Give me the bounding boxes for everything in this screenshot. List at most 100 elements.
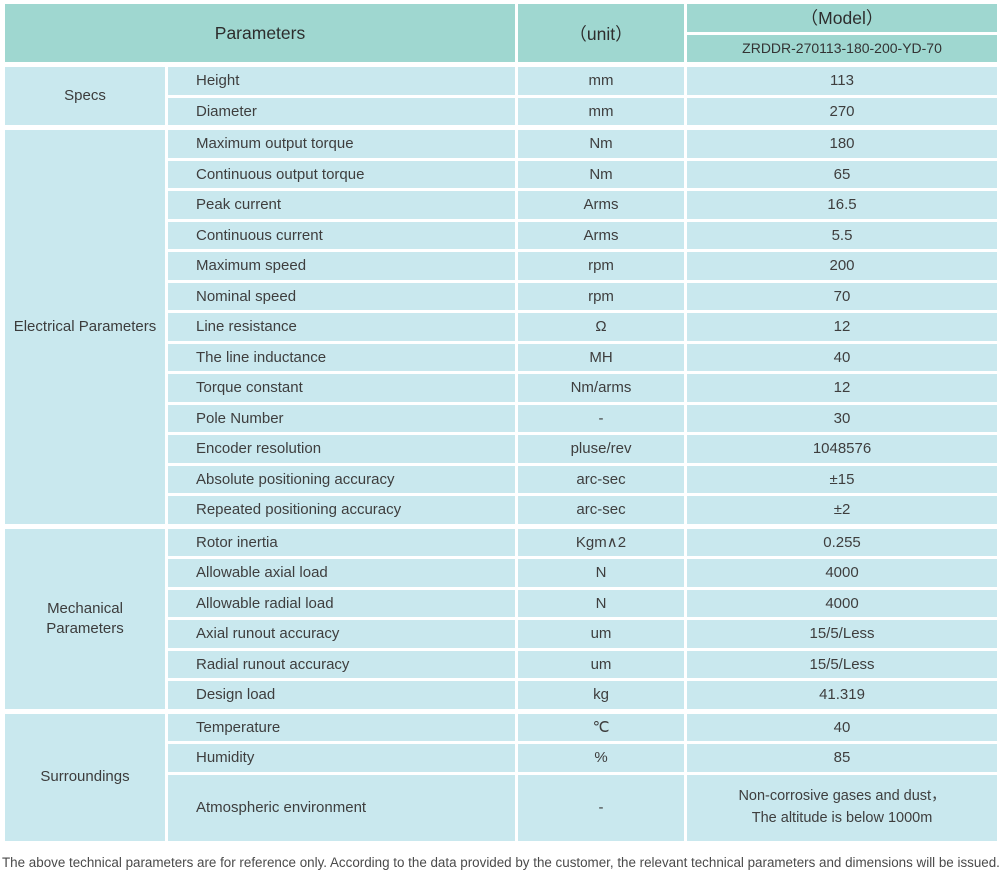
- param-unit: %: [515, 741, 688, 775]
- category-electrical-parameters: Electrical Parameters: [2, 125, 168, 528]
- table-row: Pole Number - 30: [4, 401, 999, 435]
- header-model-number: ZRDDR-270113-180-200-YD-70: [684, 31, 999, 66]
- param-unit: Ω: [515, 310, 688, 344]
- param-value: 5.5: [684, 218, 999, 252]
- param-unit: -: [515, 771, 688, 844]
- param-value: 16.5: [684, 188, 999, 222]
- param-unit: mm: [515, 94, 688, 129]
- param-value: 15/5/Less: [684, 647, 999, 681]
- table-row: Surroundings Temperature ℃ 40: [2, 708, 999, 844]
- param-unit: Nm/arms: [515, 371, 688, 405]
- table-row: Encoder resolution pluse/rev 1048576: [4, 432, 999, 466]
- header-model: （Model）: [684, 1, 999, 35]
- param-value: 41.319: [684, 678, 999, 713]
- param-name: Allowable axial load: [164, 556, 519, 590]
- param-unit: Arms: [515, 188, 688, 222]
- param-value: 70: [684, 279, 999, 313]
- param-unit: mm: [515, 62, 688, 98]
- param-value: 180: [684, 125, 999, 161]
- param-name: Height: [164, 62, 519, 98]
- param-unit: -: [515, 401, 688, 435]
- header-parameters: Parameters: [1, 1, 519, 66]
- param-unit: arc-sec: [515, 493, 688, 528]
- table-row: Nominal speed rpm 70: [4, 279, 999, 313]
- param-value: 270: [684, 94, 999, 129]
- table-row: Humidity % 85: [4, 741, 999, 775]
- table-row: The line inductance MH 40: [4, 340, 999, 374]
- param-unit: MH: [515, 340, 688, 374]
- param-name: Allowable radial load: [164, 586, 519, 620]
- param-unit: arc-sec: [515, 462, 688, 496]
- param-name: Continuous current: [164, 218, 519, 252]
- param-value: 12: [684, 371, 999, 405]
- table-row: Mechanical Parameters Rotor inertia Kgm∧…: [2, 523, 999, 713]
- param-value: Non-corrosive gases and dust， The altitu…: [684, 771, 999, 844]
- category-surroundings: Surroundings: [2, 708, 168, 844]
- param-unit: Arms: [515, 218, 688, 252]
- param-name: Design load: [164, 678, 519, 713]
- param-value: 1048576: [684, 432, 999, 466]
- param-value: 30: [684, 401, 999, 435]
- param-name: Humidity: [164, 741, 519, 775]
- param-value: 200: [684, 249, 999, 283]
- table-row: Torque constant Nm/arms 12: [4, 371, 999, 405]
- table-row: Design load kg 41.319: [4, 678, 999, 713]
- param-unit: ℃: [515, 708, 688, 744]
- table-row: Continuous current Arms 5.5: [4, 218, 999, 252]
- param-name: Nominal speed: [164, 279, 519, 313]
- table-row: Allowable radial load N 4000: [4, 586, 999, 620]
- category-mechanical-parameters: Mechanical Parameters: [2, 523, 168, 713]
- param-name: Continuous output torque: [164, 157, 519, 191]
- param-name: Rotor inertia: [164, 523, 519, 559]
- param-unit: rpm: [515, 249, 688, 283]
- param-unit: rpm: [515, 279, 688, 313]
- param-name: Pole Number: [164, 401, 519, 435]
- param-name: Line resistance: [164, 310, 519, 344]
- param-name: Torque constant: [164, 371, 519, 405]
- table-row: Axial runout accuracy um 15/5/Less: [4, 617, 999, 651]
- param-name: Axial runout accuracy: [164, 617, 519, 651]
- param-unit: um: [515, 617, 688, 651]
- table-row: Specs Height mm 113: [2, 62, 999, 129]
- header-unit: （unit）: [515, 1, 688, 66]
- param-value: 4000: [684, 556, 999, 590]
- param-unit: Nm: [515, 125, 688, 161]
- param-unit: pluse/rev: [515, 432, 688, 466]
- table-row: Electrical Parameters Maximum output tor…: [2, 125, 999, 528]
- footnote: The above technical parameters are for r…: [2, 854, 999, 870]
- param-name: Atmospheric environment: [164, 771, 519, 844]
- param-value: ±15: [684, 462, 999, 496]
- param-name: Repeated positioning accuracy: [164, 493, 519, 528]
- param-value: 12: [684, 310, 999, 344]
- param-name: The line inductance: [164, 340, 519, 374]
- param-name: Peak current: [164, 188, 519, 222]
- table-header: Parameters （unit） （Model） ZRDDR-270113-1…: [1, 1, 999, 66]
- param-unit: N: [515, 586, 688, 620]
- param-value: 85: [684, 741, 999, 775]
- param-value: 113: [684, 62, 999, 98]
- table-row: Radial runout accuracy um 15/5/Less: [4, 647, 999, 681]
- param-unit: N: [515, 556, 688, 590]
- param-value: 0.255: [684, 523, 999, 559]
- param-name: Absolute positioning accuracy: [164, 462, 519, 496]
- param-name: Temperature: [164, 708, 519, 744]
- param-name: Radial runout accuracy: [164, 647, 519, 681]
- table-row: Line resistance Ω 12: [4, 310, 999, 344]
- param-value: 65: [684, 157, 999, 191]
- param-value: 15/5/Less: [684, 617, 999, 651]
- table-row: Atmospheric environment - Non-corrosive …: [4, 771, 999, 844]
- table-row: Continuous output torque Nm 65: [4, 157, 999, 191]
- table-row: Peak current Arms 16.5: [4, 188, 999, 222]
- param-value: 40: [684, 708, 999, 744]
- param-unit: Nm: [515, 157, 688, 191]
- table-row: Repeated positioning accuracy arc-sec ±2: [4, 493, 999, 528]
- table-row: Allowable axial load N 4000: [4, 556, 999, 590]
- param-value: ±2: [684, 493, 999, 528]
- param-name: Maximum output torque: [164, 125, 519, 161]
- param-name: Maximum speed: [164, 249, 519, 283]
- param-value: 40: [684, 340, 999, 374]
- table-body: Specs Height mm 113 Diameter mm 270 Elec…: [2, 62, 999, 844]
- spec-table: Parameters （unit） （Model） ZRDDR-270113-1…: [1, 1, 999, 844]
- table-row: Maximum speed rpm 200: [4, 249, 999, 283]
